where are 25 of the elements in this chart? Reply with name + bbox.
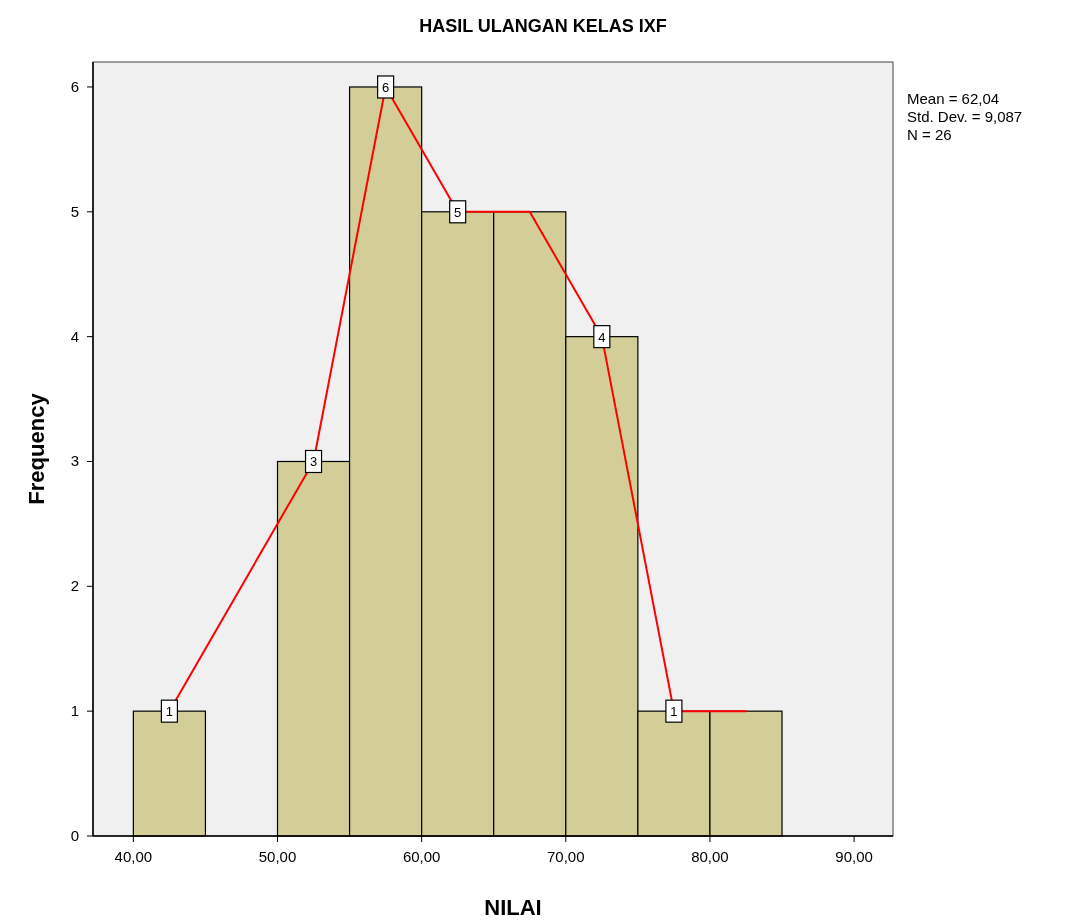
x-tick-label: 90,00	[835, 848, 873, 865]
y-tick-label: 5	[70, 202, 79, 220]
data-label: 5	[454, 204, 462, 220]
y-tick-label: 4	[70, 327, 79, 345]
data-label: 6	[382, 79, 390, 95]
text: N = 26	[907, 126, 952, 143]
data-label: 3	[309, 454, 318, 470]
x-tick-label: 60,00	[402, 848, 441, 865]
text: Std. Dev. = 9,087	[907, 108, 1023, 125]
data-label: 4	[598, 329, 606, 345]
x-tick-label: 80,00	[691, 848, 729, 865]
y-tick-label: 6	[70, 77, 79, 95]
x-tick-label: 70,00	[547, 848, 585, 865]
y-tick-label: 2	[70, 577, 79, 595]
y-axis-title: Frequency	[24, 392, 49, 505]
text: Mean = 62,04	[907, 90, 1000, 107]
y-tick-label: 0	[70, 827, 79, 844]
data-label: 1	[165, 704, 174, 720]
data-label: 1	[670, 704, 678, 720]
x-tick-label: 50,00	[258, 848, 297, 865]
y-tick-label: 3	[70, 452, 79, 470]
x-tick-label: 40,00	[114, 848, 153, 865]
chart-title: HASIL ULANGAN KELAS IXF	[419, 16, 667, 36]
y-tick-label: 1	[70, 702, 79, 720]
x-axis-title: NILAI	[484, 895, 542, 920]
